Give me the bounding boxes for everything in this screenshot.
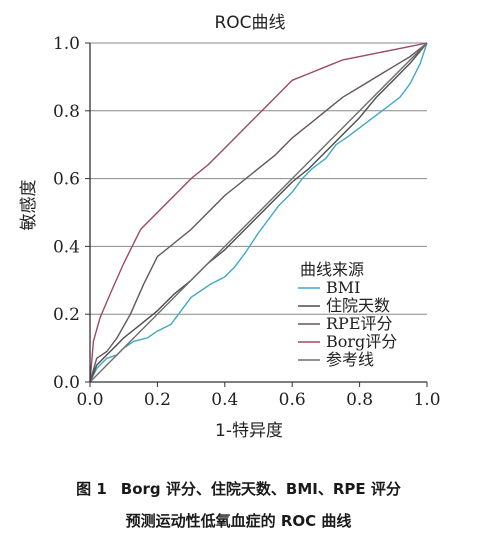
series-line-1 — [89, 42, 428, 383]
series-line-5 — [89, 42, 428, 383]
y-tick-label: 0.2 — [53, 305, 80, 325]
x-tick-label: 0.8 — [346, 390, 373, 410]
x-tick-label: 0.6 — [279, 390, 306, 410]
grid-lines — [90, 42, 427, 315]
y-tick-label: 1.0 — [53, 34, 80, 54]
figure-caption-line1: 图 1 Borg 评分、住院天数、BMI、RPE 评分 — [0, 478, 477, 499]
y-tick-label: 0.6 — [53, 170, 80, 190]
y-tick-label: 0.0 — [53, 373, 80, 393]
legend-label: BMI — [326, 278, 360, 297]
caption-text-1: Borg 评分、住院天数、BMI、RPE 评分 — [120, 480, 401, 498]
chart-title: ROC曲线 — [214, 13, 285, 33]
legend-label: Borg评分 — [326, 332, 397, 351]
y-axis-label: 敏感度 — [19, 180, 39, 231]
series-line-3 — [89, 42, 428, 383]
y-tick-label: 0.8 — [53, 102, 80, 122]
series-line-4 — [89, 42, 428, 383]
caption-text-2: 预测运动性低氧血症的 ROC 曲线 — [125, 512, 352, 530]
x-tick-label: 0.4 — [211, 390, 238, 410]
legend-title: 曲线来源 — [300, 260, 364, 279]
x-tick-label: 1.0 — [413, 390, 440, 410]
x-tick-label: 0.2 — [144, 390, 171, 410]
roc-chart: 0.0 0.2 0.4 0.6 0.8 1.0 0.0 0.2 0.4 0.6 0.8 1.0 ROC… — [19, 13, 441, 441]
tick-labels: 0.0 0.2 0.4 0.6 0.8 1.0 0.0 0.2 0.4 0.6 0.8 1.0 — [53, 34, 441, 410]
figure-label: 图 1 — [76, 480, 107, 498]
y-tick-label: 0.4 — [53, 237, 80, 257]
figure-caption-line2: 预测运动性低氧血症的 ROC 曲线 — [0, 510, 477, 531]
series-line-2 — [89, 42, 428, 383]
series-lines — [89, 42, 428, 383]
legend-label: 住院天数 — [326, 296, 390, 315]
x-axis-label: 1-特异度 — [215, 421, 283, 441]
axes — [85, 42, 428, 387]
x-tick-label: 0.0 — [76, 390, 103, 410]
legend-label: 参考线 — [326, 350, 374, 369]
legend-label: RPE评分 — [326, 314, 393, 333]
